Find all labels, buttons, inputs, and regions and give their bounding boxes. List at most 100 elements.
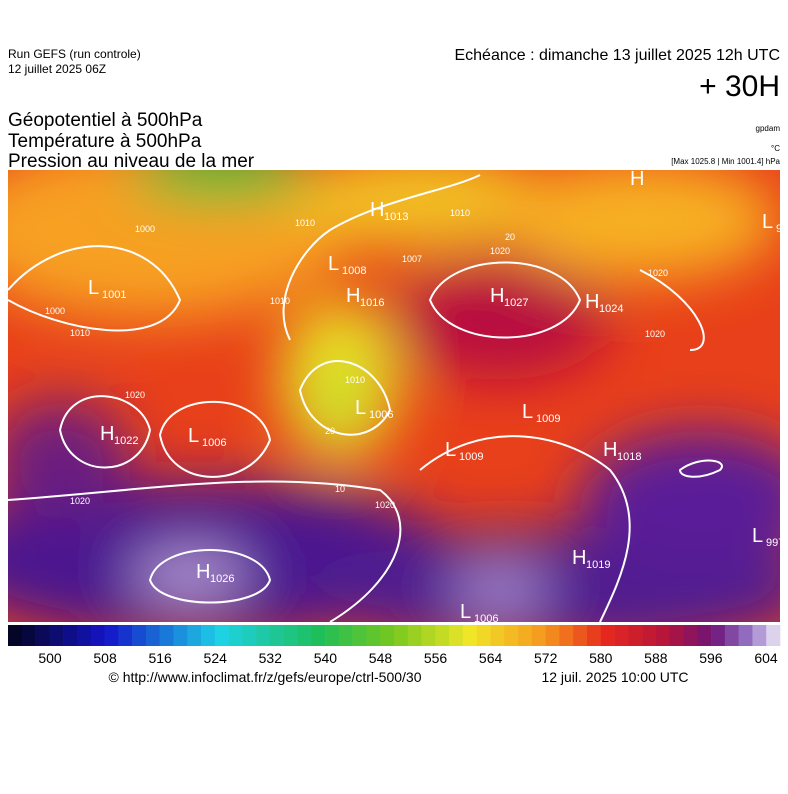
center-value: 1009 bbox=[536, 413, 560, 425]
center-type: L bbox=[188, 425, 199, 447]
center-value: 1027 bbox=[504, 297, 528, 309]
center-type: H bbox=[100, 423, 114, 445]
run-time: 12 juil. 2025 10:00 UTC bbox=[541, 669, 688, 685]
color-swatch bbox=[35, 625, 50, 646]
color-swatch bbox=[394, 625, 409, 646]
color-swatch bbox=[242, 625, 257, 646]
color-swatch bbox=[587, 625, 602, 646]
center-type: H bbox=[490, 285, 504, 307]
center-value: 1019 bbox=[586, 559, 610, 571]
center-type: L bbox=[460, 601, 471, 623]
color-swatch bbox=[573, 625, 588, 646]
color-swatch bbox=[614, 625, 629, 646]
title: Géopotentiel à 500hPa bbox=[8, 110, 203, 131]
colorbar-tick-label: 516 bbox=[148, 650, 172, 666]
color-swatch bbox=[201, 625, 216, 646]
colorbar-tick-label: 572 bbox=[534, 650, 558, 666]
color-swatch bbox=[380, 625, 395, 646]
colorbar-tick-label: 548 bbox=[369, 650, 393, 666]
colorbar-tick-label: 500 bbox=[38, 650, 62, 666]
title: Pression au niveau de la mer bbox=[8, 151, 255, 172]
color-swatch bbox=[545, 625, 560, 646]
center-type: L bbox=[445, 439, 456, 461]
color-swatch bbox=[628, 625, 643, 646]
color-swatch bbox=[159, 625, 174, 646]
color-swatch bbox=[476, 625, 491, 646]
color-swatch bbox=[145, 625, 160, 646]
color-swatch bbox=[642, 625, 657, 646]
run-label: Run GEFS (run controle) bbox=[8, 47, 141, 61]
color-swatch bbox=[683, 625, 698, 646]
center-value: 1006 bbox=[202, 437, 226, 449]
color-swatch bbox=[504, 625, 519, 646]
color-swatch bbox=[269, 625, 285, 646]
color-swatch bbox=[118, 625, 133, 646]
center-value: 1013 bbox=[384, 211, 408, 223]
center-type: H bbox=[585, 291, 599, 313]
center-type: H bbox=[630, 168, 644, 190]
color-swatch bbox=[256, 625, 271, 646]
color-swatch bbox=[669, 625, 684, 646]
source: © http://www.infoclimat.fr/z/gefs/europe… bbox=[108, 669, 421, 685]
center-value: 1022 bbox=[114, 435, 138, 447]
color-swatch bbox=[559, 625, 574, 646]
center-value: 1026 bbox=[210, 573, 234, 585]
contour-label: 1010 bbox=[450, 208, 470, 218]
center-value: 1024 bbox=[599, 303, 623, 315]
contour-label: 1010 bbox=[70, 328, 90, 338]
run-date: 12 juillet 2025 06Z bbox=[8, 62, 106, 76]
colorbar-tick-label: 596 bbox=[699, 650, 723, 666]
color-swatch bbox=[338, 625, 353, 646]
contour-label: 10 bbox=[335, 484, 345, 494]
color-swatch bbox=[490, 625, 505, 646]
colorbar: 500 508 516 524 532 540 548 556 564 572 580 588 596 6… bbox=[8, 625, 781, 666]
colorbar-tick-label: 580 bbox=[589, 650, 613, 666]
color-swatch bbox=[531, 625, 546, 646]
contour-label: 1020 bbox=[648, 268, 668, 278]
color-swatch bbox=[518, 625, 533, 646]
color-swatch bbox=[104, 625, 119, 646]
contour-label: 1007 bbox=[402, 254, 422, 264]
color-swatch bbox=[600, 625, 615, 646]
color-swatch bbox=[21, 625, 36, 646]
color-swatch bbox=[435, 625, 450, 646]
center-value: 99 bbox=[776, 223, 788, 235]
color-swatch bbox=[407, 625, 422, 646]
center-type: L bbox=[328, 253, 339, 275]
color-swatch bbox=[76, 625, 92, 646]
colorbar-tick-label: 532 bbox=[259, 650, 283, 666]
center-value: 1006 bbox=[369, 409, 393, 421]
color-swatch bbox=[655, 625, 671, 646]
center-type: H bbox=[346, 285, 360, 307]
map bbox=[8, 170, 780, 622]
extremes: [Max 1025.8 | Min 1001.4] hPa bbox=[671, 157, 780, 166]
color-swatch bbox=[352, 625, 367, 646]
contour-label: 1010 bbox=[345, 375, 365, 385]
color-swatch bbox=[63, 625, 78, 646]
contour-label: 1000 bbox=[45, 306, 65, 316]
center-value: 1008 bbox=[342, 265, 366, 277]
unit: °C bbox=[771, 144, 780, 153]
unit: gpdam bbox=[756, 124, 781, 133]
contour-label: 1020 bbox=[490, 246, 510, 256]
color-swatch bbox=[421, 625, 436, 646]
contour-label: 1010 bbox=[270, 296, 290, 306]
color-swatch bbox=[711, 625, 726, 646]
contour-label: 1020 bbox=[645, 329, 665, 339]
colorbar-tick-label: 508 bbox=[93, 650, 117, 666]
title: Température à 500hPa bbox=[8, 131, 202, 152]
contour-label: 1020 bbox=[375, 500, 395, 510]
color-swatch bbox=[283, 625, 298, 646]
colorbar-tick-label: 524 bbox=[204, 650, 228, 666]
contour-label: 1000 bbox=[135, 224, 155, 234]
color-swatch bbox=[462, 625, 478, 646]
color-swatch bbox=[325, 625, 340, 646]
color-swatch bbox=[173, 625, 188, 646]
colorbar-tick-label: 540 bbox=[314, 650, 338, 666]
contour-label: 1020 bbox=[70, 496, 90, 506]
center-value: 1001 bbox=[102, 289, 126, 301]
contour-label: 1010 bbox=[295, 218, 315, 228]
center-type: H bbox=[196, 561, 210, 583]
